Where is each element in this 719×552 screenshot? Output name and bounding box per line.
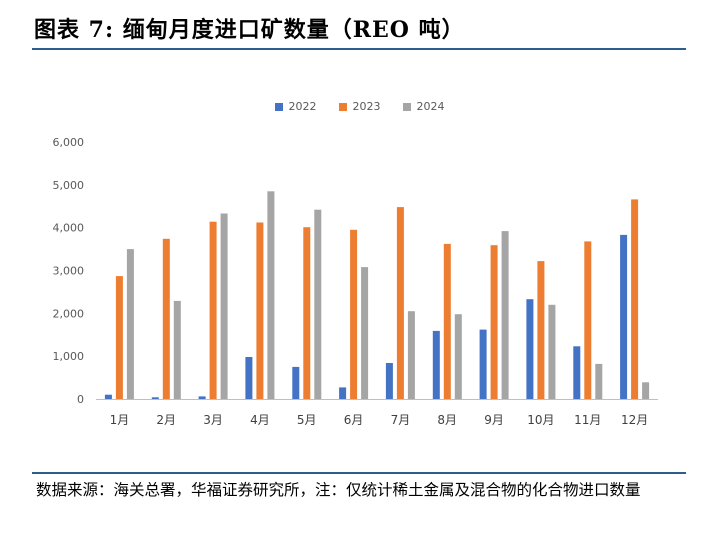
- bar-2022-5: [292, 366, 300, 399]
- bar-2023-4: [256, 222, 264, 399]
- legend-swatch-2022: [274, 102, 283, 111]
- bar-2024-1: [126, 249, 134, 399]
- bar-chart: 0 1,000 2,000 3,000 4,000 5,000 6,000 1月 2月 3月 4月 5…: [53, 136, 658, 427]
- x-tick-label: 5月: [297, 413, 317, 427]
- x-tick-label: 7月: [391, 413, 411, 427]
- bar-2023-7: [396, 207, 404, 399]
- x-tick-label: 3月: [203, 413, 223, 427]
- bar-2022-8: [432, 330, 440, 399]
- bar-2022-11: [573, 346, 581, 399]
- bar-2024-7: [407, 311, 415, 399]
- x-tick-label: 2月: [156, 413, 176, 427]
- bar-2023-1: [115, 276, 123, 399]
- legend-label-2024: 2024: [416, 100, 445, 113]
- bar-2024-9: [501, 231, 509, 399]
- y-tick-label: 1,000: [53, 350, 85, 363]
- legend-swatch-2023: [338, 102, 347, 111]
- bar-2023-5: [303, 227, 311, 399]
- bar-2022-3: [198, 396, 206, 399]
- legend-item-2022: 2022: [274, 100, 317, 113]
- bar-2022-7: [385, 363, 393, 399]
- y-tick-label: 0: [77, 393, 84, 406]
- source-note: 数据来源：海关总署，华福证券研究所，注：仅统计稀土金属及混合物的化合物进口数量: [36, 481, 641, 499]
- bar-2024-2: [173, 300, 181, 399]
- y-tick-label: 6,000: [53, 136, 85, 149]
- legend-item-2024: 2024: [402, 100, 445, 113]
- bar-2024-8: [454, 314, 462, 399]
- bar-2024-12: [642, 382, 650, 399]
- bar-2022-12: [620, 234, 628, 399]
- y-tick-label: 3,000: [53, 265, 85, 278]
- x-tick-label: 9月: [484, 413, 504, 427]
- legend-item-2023: 2023: [338, 100, 381, 113]
- bar-2022-10: [526, 299, 534, 399]
- legend-label-2022: 2022: [288, 100, 317, 113]
- bar-2023-12: [631, 199, 639, 399]
- x-tick-label: 12月: [621, 413, 648, 427]
- bar-2024-11: [595, 363, 603, 399]
- bar-2023-6: [350, 229, 358, 399]
- bar-2023-11: [584, 241, 592, 399]
- x-tick-label: 8月: [437, 413, 457, 427]
- y-tick-label: 2,000: [53, 307, 85, 320]
- bar-2022-2: [151, 397, 159, 399]
- bar-2022-4: [245, 357, 253, 399]
- chart-legend: 2022 2023 2024: [0, 100, 719, 113]
- bar-2023-9: [490, 245, 498, 399]
- bar-2024-3: [220, 213, 228, 399]
- bar-2022-6: [339, 387, 347, 399]
- bar-2022-9: [479, 329, 487, 399]
- x-tick-label: 10月: [527, 413, 554, 427]
- bar-2023-10: [537, 261, 545, 399]
- bar-2024-4: [267, 191, 275, 399]
- title-divider: [32, 48, 686, 50]
- bar-2023-3: [209, 221, 217, 399]
- bar-2024-10: [548, 304, 556, 399]
- legend-swatch-2024: [402, 102, 411, 111]
- x-tick-label: 4月: [250, 413, 270, 427]
- legend-label-2023: 2023: [352, 100, 381, 113]
- y-tick-label: 5,000: [53, 179, 85, 192]
- bar-2024-6: [361, 267, 369, 399]
- bar-2024-5: [314, 209, 322, 399]
- y-tick-label: 4,000: [53, 222, 85, 235]
- chart-title: 图表 7: 缅甸月度进口矿数量（REO 吨）: [34, 17, 465, 43]
- bar-2023-2: [162, 238, 170, 399]
- bar-2023-8: [443, 243, 451, 399]
- x-tick-label: 1月: [110, 413, 130, 427]
- x-tick-label: 6月: [344, 413, 364, 427]
- footer-divider: [32, 472, 686, 474]
- bar-2022-1: [104, 394, 112, 399]
- x-tick-label: 11月: [574, 413, 601, 427]
